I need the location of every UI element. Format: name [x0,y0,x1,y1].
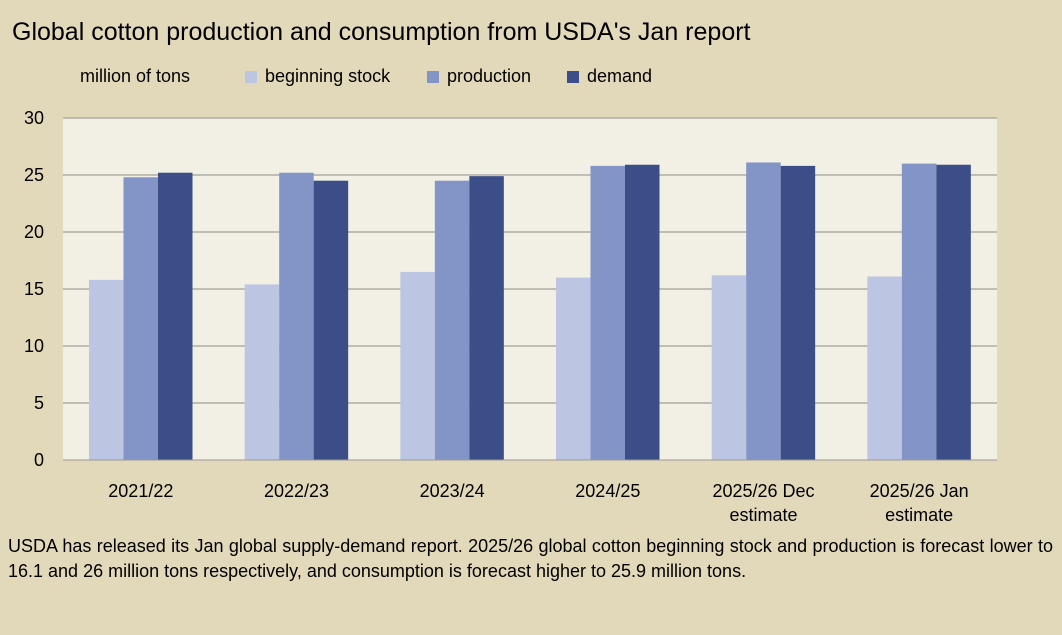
bar-production [279,172,314,460]
bar-beginning-stock [867,276,902,460]
legend-label: demand [587,66,653,86]
bar-demand [625,164,660,461]
legend-swatch [245,70,257,83]
bar-beginning-stock [244,284,280,460]
y-tick-label: 30 [24,108,44,128]
x-tick-label: 2024/25 [575,481,640,501]
y-tick-label: 20 [24,222,44,242]
x-tick-label: 2021/22 [108,481,173,501]
legend-label: production [447,66,532,86]
x-tick-label: 2022/23 [264,481,329,501]
y-tick-label: 0 [34,450,44,470]
legend-beginning-stock: beginning stock [245,66,390,87]
bar-demand [780,165,816,460]
bar-beginning-stock [711,275,747,460]
y-tick-label: 15 [24,279,44,299]
bar-demand [158,172,193,460]
bar-production [901,163,937,460]
bar-demand [469,176,504,460]
bar-beginning-stock [89,279,124,460]
report-note: USDA has released its Jan global supply-… [8,536,1053,581]
x-tick-label: 2025/26 Jan estimate [870,481,969,525]
y-tick-label: 5 [34,393,44,413]
bar-production [434,180,470,460]
legend-label: beginning stock [265,66,391,86]
x-tick-label: 2023/24 [420,481,485,501]
bar-demand [313,180,349,460]
bar-beginning-stock [556,277,591,460]
legend-demand: demand [567,66,652,87]
legend-swatch [567,70,579,83]
bar-production [746,162,781,460]
x-tick-label: 2025/26 Dec estimate [712,481,814,525]
y-tick-label: 10 [24,336,44,356]
legend-production: production [427,66,531,87]
bar-production [590,165,625,460]
legend-swatch [427,70,439,83]
y-tick-label: 25 [24,165,44,185]
bar-demand [936,164,971,461]
bar-production [123,177,158,460]
chart-title: Global cotton production and consumption… [12,18,751,46]
bar-beginning-stock [400,271,435,460]
y-axis-unit-label: million of tons [80,66,191,86]
